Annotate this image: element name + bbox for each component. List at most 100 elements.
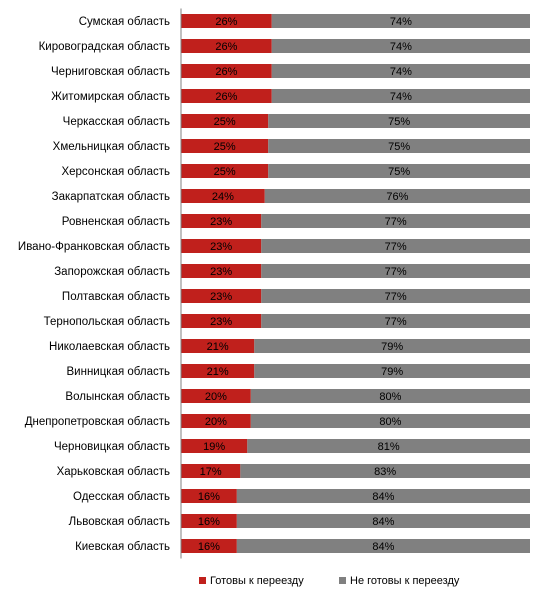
bar-segment-not-ready [264,189,530,203]
data-label: 16% [198,541,220,553]
category-label: Сумская область [79,16,170,28]
category-label: Винницкая область [67,366,171,378]
bar-segment-not-ready [261,214,530,228]
data-label: 16% [198,491,220,503]
category-label: Тернопольская область [44,316,170,328]
bar-segment-not-ready [261,264,530,278]
data-label: 84% [372,516,394,528]
bar-segment-not-ready [261,239,530,253]
data-label: 77% [385,291,407,303]
legend-swatch-not-ready [339,577,346,584]
data-label: 74% [390,41,412,53]
category-label: Ровненская область [62,216,170,228]
bar-segment-not-ready [268,139,530,153]
category-label: Днепропетровская область [25,416,170,428]
bar-segment-not-ready [254,339,531,353]
legend-label-ready: Готовы к переезду [210,575,304,587]
bar-segment-not-ready [240,464,530,478]
bar-segment-ready [181,539,237,553]
data-label: 76% [386,191,408,203]
bars-group: 26% 74% 26% 74% 26% 74% 26% 74% 25% 75% 25% 75% 25% 7… [181,14,531,553]
legend: Готовы к переезду Не готовы к переезду [199,575,460,587]
bar-segment-not-ready [261,289,530,303]
data-label: 25% [214,141,236,153]
category-label: Волынская область [65,391,170,403]
data-label: 16% [198,516,220,528]
category-label: Полтавская область [62,291,170,303]
bar-segment-not-ready [268,114,530,128]
data-label: 77% [385,316,407,328]
bar-segment-not-ready [268,164,530,178]
data-label: 74% [390,66,412,78]
bar-segment-not-ready [236,514,530,528]
category-label: Закарпатская область [52,191,170,203]
category-label: Николаевская область [49,341,170,353]
category-label: Черкасская область [63,116,170,128]
category-label: Хмельницкая область [53,141,170,153]
category-label: Киевская область [75,541,170,553]
data-label: 17% [200,466,222,478]
data-label: 81% [378,441,400,453]
data-label: 75% [388,116,410,128]
bar-segment-ready [181,64,272,78]
bar-segment-ready [181,189,265,203]
data-label: 23% [210,291,232,303]
data-label: 26% [215,41,237,53]
data-label: 80% [379,391,401,403]
data-label: 19% [203,441,225,453]
data-label: 75% [388,166,410,178]
bar-segment-not-ready [271,89,530,103]
bar-segment-ready [181,464,241,478]
bar-segment-ready [181,414,251,428]
bar-segment-ready [181,89,272,103]
category-label: Львовская область [69,516,170,528]
legend-label-not-ready: Не готовы к переезду [350,575,460,587]
data-label: 75% [388,141,410,153]
category-label: Запорожская область [54,266,170,278]
data-label: 24% [212,191,234,203]
data-label: 74% [390,16,412,28]
legend-swatch-ready [199,577,206,584]
data-label: 23% [210,216,232,228]
data-label: 23% [210,266,232,278]
category-label: Кировоградская область [39,41,170,53]
bar-segment-ready [181,264,262,278]
data-label: 25% [214,116,236,128]
bar-segment-ready [181,514,237,528]
bar-segment-ready [181,314,262,328]
category-label: Черниговская область [51,66,170,78]
bar-segment-not-ready [271,64,530,78]
bar-segment-not-ready [250,389,531,403]
bar-segment-ready [181,339,255,353]
data-label: 25% [214,166,236,178]
data-label: 80% [379,416,401,428]
bar-segment-ready [181,214,262,228]
bar-segment-ready [181,489,237,503]
data-label: 84% [372,541,394,553]
data-label: 26% [215,91,237,103]
bar-segment-ready [181,139,269,153]
category-label: Одесская область [73,491,170,503]
bar-segment-ready [181,289,262,303]
bar-segment-not-ready [271,14,530,28]
bar-segment-ready [181,39,272,53]
category-labels: Сумская область Кировоградская область Чер… [18,16,170,553]
data-label: 74% [390,91,412,103]
data-label: 26% [215,16,237,28]
data-label: 77% [385,216,407,228]
bar-segment-ready [181,439,248,453]
data-label: 23% [210,316,232,328]
category-label: Черновицкая область [54,441,170,453]
data-label: 20% [205,416,227,428]
bar-segment-not-ready [236,489,530,503]
bar-segment-ready [181,239,262,253]
bar-segment-not-ready [254,364,531,378]
data-label: 21% [207,341,229,353]
bar-segment-ready [181,389,251,403]
bar-segment-not-ready [250,414,531,428]
bar-segment-not-ready [271,39,530,53]
data-label: 21% [207,366,229,378]
bar-segment-ready [181,364,255,378]
bar-segment-not-ready [247,439,530,453]
